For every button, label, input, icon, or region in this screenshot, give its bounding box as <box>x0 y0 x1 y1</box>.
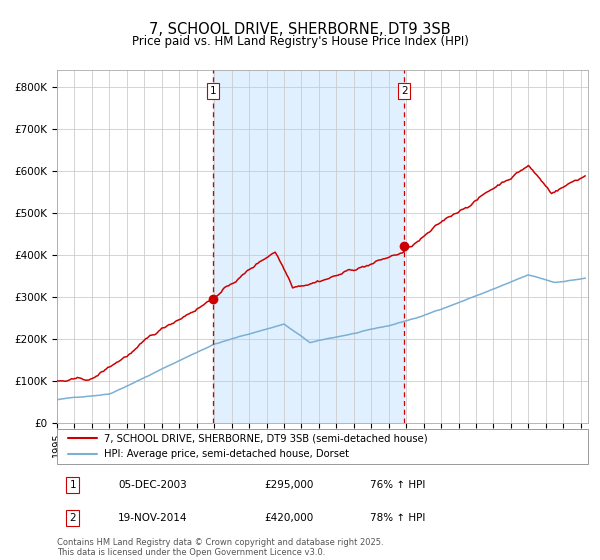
Text: Price paid vs. HM Land Registry's House Price Index (HPI): Price paid vs. HM Land Registry's House … <box>131 35 469 48</box>
Text: 78% ↑ HPI: 78% ↑ HPI <box>370 513 425 523</box>
FancyBboxPatch shape <box>57 429 588 464</box>
Text: 2: 2 <box>70 513 76 523</box>
Text: £420,000: £420,000 <box>264 513 313 523</box>
Text: £295,000: £295,000 <box>264 480 313 490</box>
Text: 7, SCHOOL DRIVE, SHERBORNE, DT9 3SB: 7, SCHOOL DRIVE, SHERBORNE, DT9 3SB <box>149 22 451 38</box>
Text: 76% ↑ HPI: 76% ↑ HPI <box>370 480 425 490</box>
Text: Contains HM Land Registry data © Crown copyright and database right 2025.
This d: Contains HM Land Registry data © Crown c… <box>57 538 383 557</box>
Text: 1: 1 <box>70 480 76 490</box>
Text: 2: 2 <box>401 86 407 96</box>
Bar <box>213 70 404 423</box>
Text: 1: 1 <box>209 86 216 96</box>
Text: HPI: Average price, semi-detached house, Dorset: HPI: Average price, semi-detached house,… <box>104 449 349 459</box>
Text: 7, SCHOOL DRIVE, SHERBORNE, DT9 3SB (semi-detached house): 7, SCHOOL DRIVE, SHERBORNE, DT9 3SB (sem… <box>104 433 427 444</box>
Text: 05-DEC-2003: 05-DEC-2003 <box>118 480 187 490</box>
Text: 19-NOV-2014: 19-NOV-2014 <box>118 513 188 523</box>
